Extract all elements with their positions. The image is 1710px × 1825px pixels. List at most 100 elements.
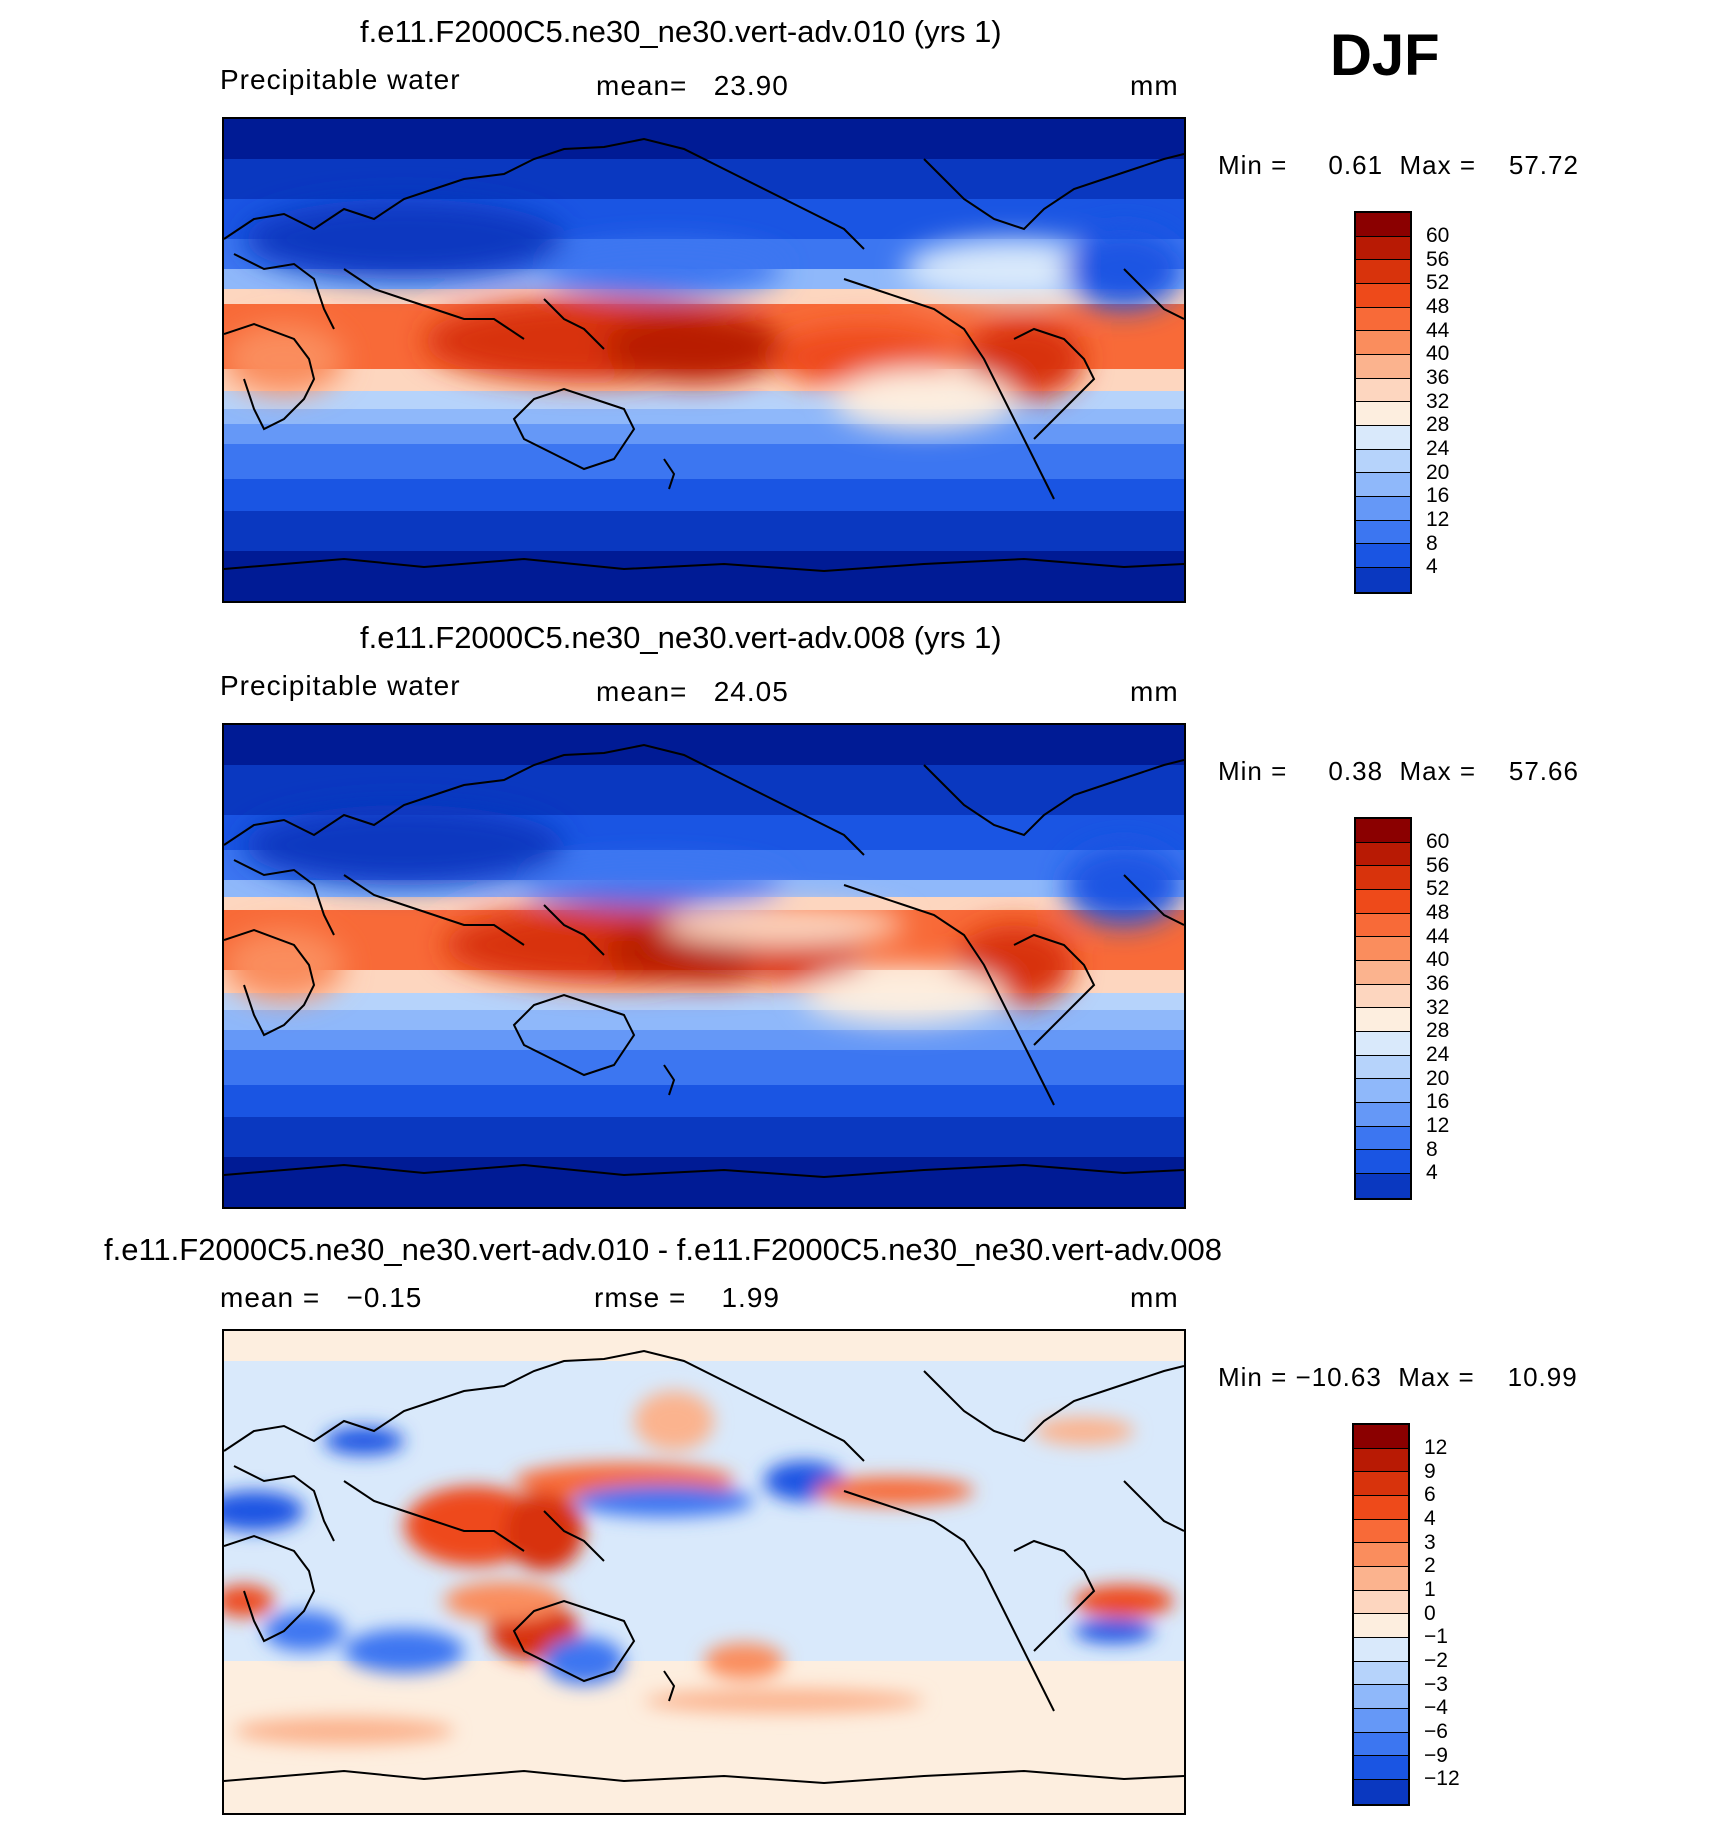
colorbar-tick-label: 52 <box>1426 271 1450 294</box>
colorbar-tick-label: 60 <box>1426 830 1450 853</box>
colorbar-tick-label: 56 <box>1426 248 1450 271</box>
colorbar-tick-label: 16 <box>1426 484 1450 507</box>
colorbar-tick-label: 12 <box>1424 1436 1448 1459</box>
colorbar-tick-label: 24 <box>1426 1043 1450 1066</box>
colorbar-tick-label: −9 <box>1424 1744 1448 1767</box>
colorbar-tick-label: 32 <box>1426 996 1450 1019</box>
colorbar-swatch <box>1356 1008 1410 1032</box>
season-label: DJF <box>1330 23 1440 88</box>
colorbar-swatch <box>1356 1150 1410 1174</box>
panel-2-variable-label: Precipitable water <box>220 670 461 701</box>
colorbar-swatch <box>1354 1661 1408 1686</box>
colorbar-swatch <box>1356 520 1410 545</box>
colorbar-swatch <box>1356 544 1410 568</box>
panel-1-units: mm <box>1130 70 1179 101</box>
colorbar-swatch <box>1354 1590 1408 1615</box>
colorbar-tick-label: −12 <box>1424 1767 1460 1790</box>
colorbar-swatch <box>1356 960 1410 985</box>
colorbar-tick-label: 0 <box>1424 1602 1436 1625</box>
colorbar-swatch <box>1356 1126 1410 1151</box>
colorbar-swatch <box>1354 1495 1408 1520</box>
colorbar-tick-label: 40 <box>1426 342 1450 365</box>
colorbar-swatch <box>1354 1779 1408 1804</box>
panel-1-variable-label: Precipitable water <box>220 64 461 95</box>
colorbar-swatch <box>1354 1756 1408 1780</box>
panel-3-mean-label: mean = −0.15 <box>220 1282 423 1313</box>
colorbar-swatch <box>1356 331 1410 355</box>
colorbar-swatch <box>1354 1425 1408 1449</box>
colorbar-swatch <box>1356 984 1410 1009</box>
panel-2-mean-label: mean= 24.05 <box>596 676 789 707</box>
colorbar-tick-label: 4 <box>1426 1161 1438 1184</box>
colorbar-tick-label: 36 <box>1426 972 1450 995</box>
colorbar-swatch <box>1354 1519 1408 1544</box>
colorbar-swatch <box>1356 889 1410 914</box>
panel-1-mean-label: mean= 23.90 <box>596 70 789 101</box>
colorbar-swatch <box>1356 1055 1410 1080</box>
colorbar-swatch <box>1354 1472 1408 1496</box>
panel-1-minmax: Min = 0.61 Max = 57.72 <box>1218 150 1579 180</box>
colorbar-tick-label: 6 <box>1424 1483 1436 1506</box>
colorbar-swatch <box>1354 1637 1408 1662</box>
colorbar-swatch <box>1354 1566 1408 1591</box>
colorbar-tick-label: 8 <box>1426 1138 1438 1161</box>
colorbar-tick-label: 16 <box>1426 1090 1450 1113</box>
colorbar-swatch <box>1356 425 1410 450</box>
colorbar-tick-label: 44 <box>1426 925 1450 948</box>
colorbar-swatch <box>1356 1031 1410 1056</box>
colorbar-swatch <box>1354 1708 1408 1733</box>
panel-2-title: f.e11.F2000C5.ne30_ne30.vert-adv.008 (yr… <box>360 620 1002 655</box>
colorbar-swatch <box>1356 496 1410 521</box>
colorbar-tick-label: −1 <box>1424 1625 1448 1648</box>
panel-1-colorbar-swatches <box>1354 211 1412 594</box>
colorbar-swatch <box>1356 236 1410 261</box>
colorbar-tick-label: 4 <box>1426 555 1438 578</box>
colorbar-swatch <box>1356 260 1410 284</box>
colorbar-swatch <box>1354 1448 1408 1473</box>
panel-3-title: f.e11.F2000C5.ne30_ne30.vert-adv.010 - f… <box>104 1232 1222 1267</box>
colorbar-tick-label: 8 <box>1426 532 1438 555</box>
colorbar-swatch <box>1356 213 1410 237</box>
colorbar-tick-label: 2 <box>1424 1554 1436 1577</box>
colorbar-swatch <box>1356 937 1410 961</box>
colorbar-swatch <box>1356 473 1410 497</box>
colorbar-tick-label: 60 <box>1426 224 1450 247</box>
colorbar-swatch <box>1356 354 1410 379</box>
colorbar-swatch <box>1356 842 1410 867</box>
panel-2-colorbar-swatches <box>1354 817 1412 1200</box>
colorbar-tick-label: 24 <box>1426 437 1450 460</box>
colorbar-swatch <box>1356 283 1410 308</box>
colorbar-tick-label: 20 <box>1426 1067 1450 1090</box>
colorbar-tick-label: 12 <box>1426 508 1450 531</box>
colorbar-tick-label: 28 <box>1426 413 1450 436</box>
colorbar-swatch <box>1356 449 1410 474</box>
colorbar-tick-label: 3 <box>1424 1531 1436 1554</box>
colorbar-swatch <box>1356 1079 1410 1103</box>
panel-2-minmax: Min = 0.38 Max = 57.66 <box>1218 756 1579 786</box>
colorbar-tick-label: 36 <box>1426 366 1450 389</box>
colorbar-swatch <box>1356 1173 1410 1198</box>
colorbar-tick-label: −6 <box>1424 1720 1448 1743</box>
colorbar-swatch <box>1356 1102 1410 1127</box>
colorbar-swatch <box>1354 1732 1408 1757</box>
panel-1-title: f.e11.F2000C5.ne30_ne30.vert-adv.010 (yr… <box>360 14 1002 49</box>
colorbar-tick-label: 44 <box>1426 319 1450 342</box>
colorbar-swatch <box>1356 378 1410 403</box>
colorbar-swatch <box>1354 1614 1408 1638</box>
panel-3-minmax: Min = −10.63 Max = 10.99 <box>1218 1362 1578 1392</box>
colorbar-tick-label: 4 <box>1424 1507 1436 1530</box>
colorbar-tick-label: 48 <box>1426 901 1450 924</box>
colorbar-swatch <box>1356 913 1410 938</box>
colorbar-swatch <box>1356 307 1410 332</box>
colorbar-swatch <box>1356 402 1410 426</box>
panel-2-map <box>222 723 1186 1209</box>
colorbar-tick-label: 28 <box>1426 1019 1450 1042</box>
panel-3-map <box>222 1329 1186 1815</box>
colorbar-tick-label: −4 <box>1424 1696 1448 1719</box>
colorbar-swatch <box>1354 1685 1408 1709</box>
colorbar-tick-label: 9 <box>1424 1460 1436 1483</box>
colorbar-tick-label: 40 <box>1426 948 1450 971</box>
colorbar-tick-label: 20 <box>1426 461 1450 484</box>
panel-3-units: mm <box>1130 1282 1179 1313</box>
colorbar-tick-label: 12 <box>1426 1114 1450 1137</box>
